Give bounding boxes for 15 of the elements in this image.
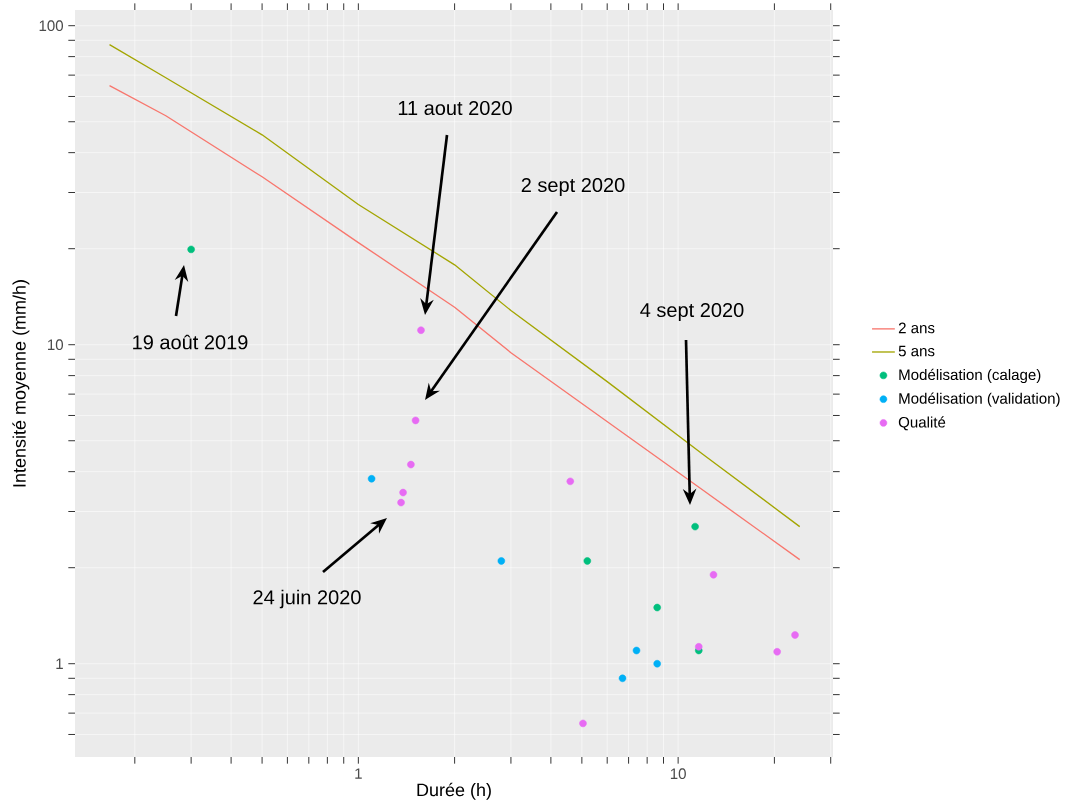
annotation: 24 juin 2020 [253,589,361,609]
annotation: 11 aout 2020 [398,100,512,116]
y-axis-title: Intensité moyenne (mm/h) [12,280,30,487]
legend-label: 2 ans [898,322,935,334]
annotation: 19 août 2019 [133,334,248,350]
y-tick-label: 1 [56,658,63,669]
y-tick-label: 10 [48,339,64,351]
annotation: 2 sept 2020 [521,177,625,197]
legend-label: Qualité [898,416,946,431]
y-tick-label: 100 [39,20,64,32]
legend-label: Modélisation (validation) [899,392,1060,407]
annotation: 4 sept 2020 [640,302,744,322]
x-axis-title: Durée (h) [417,782,491,800]
legend-label: Modélisation (calage) [899,368,1041,384]
legend-label: 5 ans [898,345,935,357]
